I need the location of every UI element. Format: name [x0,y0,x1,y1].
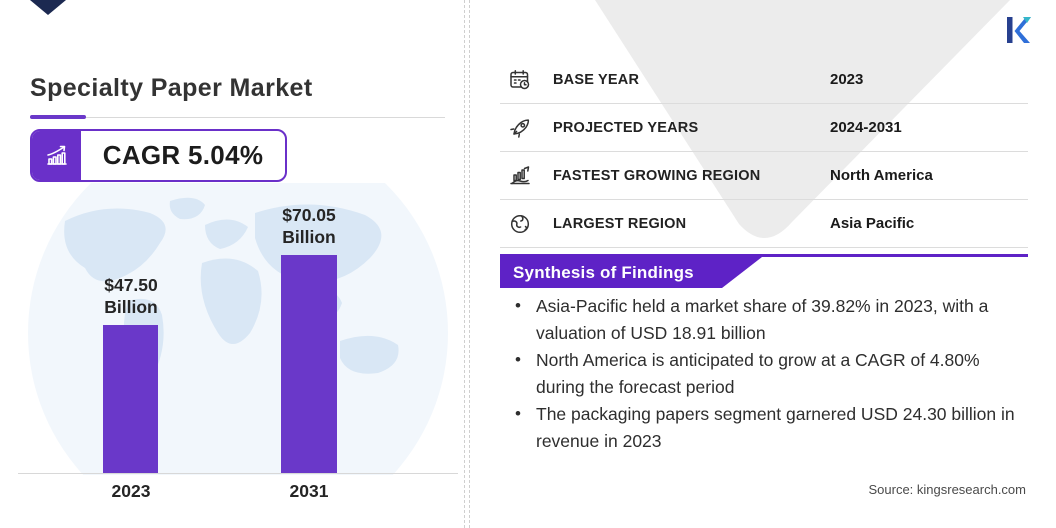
growth-region-icon [508,164,538,188]
rocket-icon [508,116,538,140]
table-row-largest-region: LARGEST REGION Asia Pacific [500,200,1028,248]
table-row-value: Asia Pacific [830,215,915,232]
table-row-fastest-growing-region: FASTEST GROWING REGION North America [500,152,1028,200]
findings-list: Asia-Pacific held a market share of 39.8… [506,293,1030,455]
bar-value-label-2031: $70.05 Billion [282,204,336,247]
x-tick-2031: 2031 [289,481,329,501]
findings-top-rule [500,254,1028,257]
globe-icon [508,212,538,236]
finding-item: North America is anticipated to grow at … [506,347,1030,400]
findings-banner-title: Synthesis of Findings [513,262,694,282]
table-row-label: FASTEST GROWING REGION [553,167,761,184]
calendar-icon [508,68,538,92]
x-tick-2023: 2023 [111,481,151,501]
background-triangle-decoration [595,0,1010,239]
cagr-badge: CAGR 5.04% [30,129,287,182]
finding-item: The packaging papers segment garnered US… [506,401,1030,454]
table-row-value: 2023 [830,71,864,88]
kings-research-k-logo[interactable] [1004,14,1032,46]
finding-item: Asia-Pacific held a market share of 39.8… [506,293,1030,346]
page-title: Specialty Paper Market [30,74,313,102]
findings-banner: Synthesis of Findings [500,257,762,288]
table-row-label: BASE YEAR [553,71,640,88]
bar-value-label-2023: $47.50 Billion [104,274,158,317]
table-row-label: LARGEST REGION [553,215,687,232]
table-row-base-year: BASE YEAR 2023 [500,56,1028,104]
bar-2031 [281,255,337,473]
source-attribution: Source: kingsresearch.com [868,482,1026,497]
table-row-label: PROJECTED YEARS [553,119,699,136]
table-row-value: North America [830,167,933,184]
world-map-background [28,183,448,475]
table-row-value: 2024-2031 [830,119,902,136]
table-row-projected-years: PROJECTED YEARS 2024-2031 [500,104,1028,152]
corner-triangle-decoration [30,0,66,15]
panel-divider-dashed-left [464,0,465,528]
growth-arrow-bars-icon [32,131,81,180]
chart-baseline [18,473,458,474]
panel-divider-dashed-right [469,0,470,528]
market-info-table: BASE YEAR 2023 PROJECTED YEARS 2024-2031 [500,56,1028,248]
cagr-value: CAGR 5.04% [102,140,264,170]
title-divider-accent [30,115,86,119]
title-divider [30,117,445,118]
bar-2023 [103,325,158,473]
